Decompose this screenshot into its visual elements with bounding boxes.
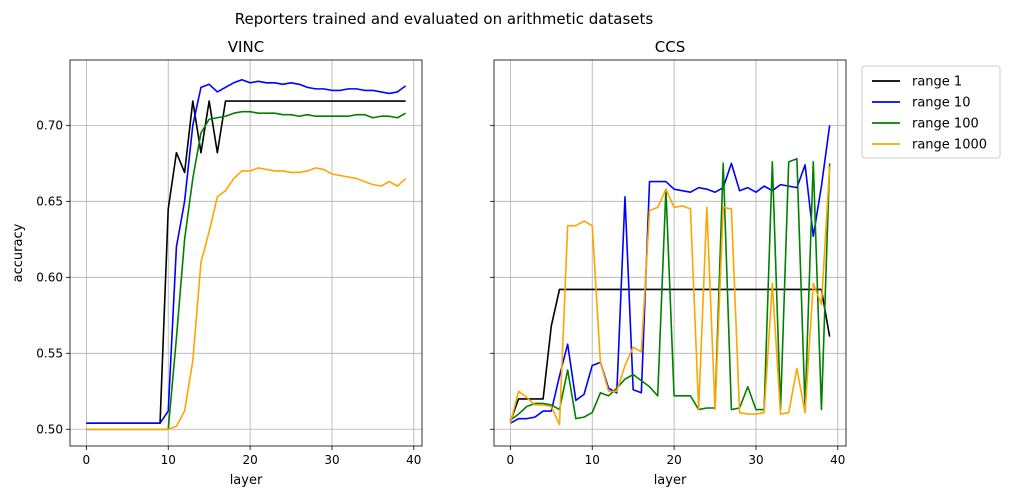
y-tick-label: 0.55 — [36, 346, 63, 360]
y-tick-label: 0.50 — [36, 422, 63, 436]
legend: range 1 range 10 range 100 range 1000 — [861, 65, 1001, 159]
y-tick-label: 0.60 — [36, 270, 63, 284]
x-tick-label: 0 — [507, 453, 515, 467]
series-line-range-10 — [509, 125, 831, 424]
x-tick-label: 40 — [406, 453, 421, 467]
series-line-range-1 — [86, 100, 406, 425]
x-tick-label: 20 — [666, 453, 681, 467]
panel-title: VINC — [228, 38, 264, 56]
legend-label: range 1000 — [912, 138, 987, 153]
legend-label: range 1 — [912, 75, 962, 90]
series-line-range-1000 — [509, 166, 831, 426]
panel-vinc: 0 10 20 30 40 0.50 0.55 0.60 0.65 0.70 VINC layer ac… — [11, 38, 423, 488]
x-axis-label: layer — [654, 473, 687, 488]
legend-label: range 100 — [912, 117, 979, 132]
x-axis-label: layer — [230, 473, 263, 488]
legend-box — [861, 65, 1001, 159]
x-tick-label: 40 — [830, 453, 845, 467]
y-tick-label: 0.70 — [36, 118, 63, 132]
y-axis-label: accuracy — [11, 223, 26, 282]
x-tick-label: 30 — [748, 453, 763, 467]
x-tick-label: 30 — [324, 453, 339, 467]
x-tick-label: 0 — [83, 453, 91, 467]
series-line-range-1000 — [86, 167, 407, 431]
x-tick-label: 10 — [585, 453, 600, 467]
panel-ccs: 0 10 20 30 40 CCS layer — [490, 38, 847, 488]
x-tick-label: 10 — [161, 453, 176, 467]
y-tick-label: 0.65 — [36, 194, 63, 208]
axes-frame — [493, 59, 847, 447]
series-line-range-100 — [86, 110, 407, 431]
legend-label: range 10 — [912, 96, 970, 111]
series-line-range-100 — [509, 157, 831, 421]
panel-title: CCS — [655, 38, 685, 56]
figure-suptitle: Reporters trained and evaluated on arith… — [235, 10, 654, 28]
series-line-range-10 — [86, 78, 407, 425]
axes-frame — [69, 59, 423, 447]
x-tick-label: 20 — [242, 453, 257, 467]
